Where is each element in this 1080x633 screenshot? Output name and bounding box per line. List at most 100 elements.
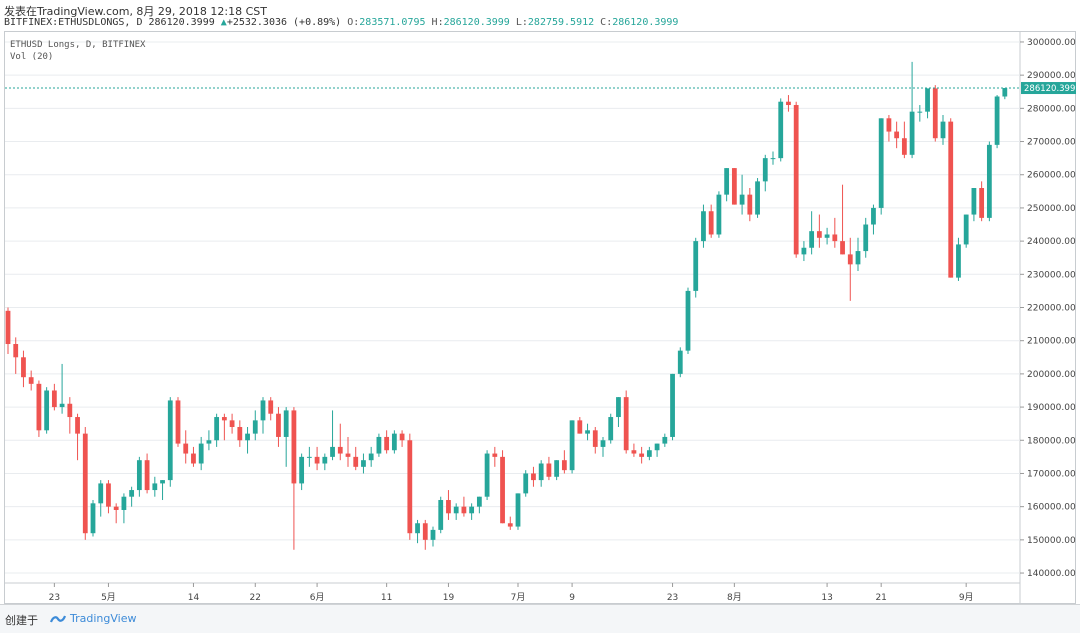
candle-body <box>986 144 992 218</box>
y-tick-label: 170000.0000 <box>1027 469 1076 479</box>
tradingview-brand: TradingView <box>70 612 137 625</box>
candle-body <box>786 101 791 106</box>
candle-body <box>956 244 961 278</box>
x-tick-label: 9月 <box>959 592 974 603</box>
candle-body <box>90 503 96 534</box>
candle-body <box>75 417 80 434</box>
x-tick-label: 5月 <box>101 592 116 603</box>
candle-body <box>585 430 590 434</box>
candle-body <box>245 433 250 441</box>
y-tick-label: 180000.0000 <box>1027 436 1076 446</box>
candle-body <box>901 138 907 155</box>
candle-body <box>1002 88 1008 97</box>
candle-body <box>98 483 104 504</box>
candle-body <box>909 111 915 155</box>
candle-body <box>415 523 420 534</box>
y-tick-label: 210000.0000 <box>1027 337 1076 347</box>
candle-body <box>646 450 652 457</box>
candle-body <box>809 231 815 248</box>
candle-body <box>44 390 50 431</box>
candle-body <box>5 310 11 345</box>
x-tick-label: 8月 <box>727 592 742 603</box>
candle-body <box>291 410 297 484</box>
candle-body <box>755 181 760 215</box>
y-tick-label: 230000.0000 <box>1027 270 1076 280</box>
published-caption: 发表在TradingView.com, 8月 29, 2018 12:18 CS… <box>4 5 267 18</box>
candle-body <box>878 118 884 208</box>
candle-body <box>376 436 382 454</box>
footer-bar: 创建于 TradingView <box>0 604 1080 633</box>
candle-body <box>384 436 390 451</box>
y-tick-label: 190000.0000 <box>1027 403 1076 413</box>
open-value: 283571.0795 <box>359 17 426 28</box>
candle-body <box>214 417 220 441</box>
candle-body <box>283 410 289 437</box>
candle-body <box>623 397 629 451</box>
candle-body <box>994 96 1000 145</box>
candle-body <box>824 234 830 238</box>
candle-body <box>840 241 845 255</box>
candle-body <box>693 241 699 291</box>
candle-body <box>932 88 938 139</box>
candle-body <box>971 188 977 215</box>
candle-body <box>515 493 521 527</box>
candle-body <box>793 105 799 255</box>
candle-body <box>252 420 258 434</box>
y-tick-label: 300000.0000 <box>1027 38 1076 48</box>
candle-body <box>600 440 606 447</box>
change-value: +2532.3036 (+0.89%) <box>226 17 342 28</box>
y-tick-label: 280000.0000 <box>1027 104 1076 114</box>
candle-body <box>430 529 436 540</box>
y-tick-label: 140000.0000 <box>1027 569 1076 579</box>
x-tick-label: 19 <box>443 593 455 603</box>
y-tick-label: 150000.0000 <box>1027 536 1076 546</box>
candle-body <box>221 417 227 421</box>
tradingview-link[interactable]: TradingView <box>50 612 136 625</box>
x-tick-label: 23 <box>49 593 60 603</box>
candle-body <box>731 168 737 205</box>
candle-body <box>507 523 513 527</box>
created-with-label: 创建于 <box>5 614 38 627</box>
candle-body <box>979 188 985 218</box>
candle-body <box>438 500 444 530</box>
candle-body <box>523 473 529 494</box>
candle-body <box>616 397 621 418</box>
candle-body <box>886 118 892 132</box>
y-tick-label: 250000.0000 <box>1027 204 1076 214</box>
y-tick-label: 260000.0000 <box>1027 171 1076 181</box>
candle-body <box>469 506 475 514</box>
candle-body <box>739 194 745 205</box>
low-label: L: <box>515 17 528 28</box>
candle-body <box>592 430 598 447</box>
candle-body <box>106 483 111 507</box>
high-label: H: <box>431 17 444 28</box>
candle-body <box>206 440 212 444</box>
x-tick-label: 9 <box>569 593 575 603</box>
y-tick-label: 290000.0000 <box>1027 71 1076 81</box>
close-value: 286120.3999 <box>612 17 679 28</box>
candle-body <box>531 473 536 481</box>
candle-body <box>337 446 343 454</box>
x-tick-label: 21 <box>875 593 886 603</box>
candle-body <box>160 480 165 484</box>
candle-body <box>871 207 876 225</box>
candle-body <box>685 290 691 351</box>
x-tick-label: 7月 <box>511 592 526 603</box>
candle-body <box>546 463 552 477</box>
candle-body <box>407 440 413 534</box>
last-price-badge <box>1021 82 1076 95</box>
candle-body <box>28 377 34 384</box>
candle-body <box>191 453 196 464</box>
last-price-label: 286120.3999 <box>1024 84 1076 94</box>
candle-body <box>306 456 312 458</box>
candle-body <box>476 496 482 507</box>
candle-body <box>229 420 235 427</box>
x-tick-label: 22 <box>250 593 261 603</box>
candlestick-chart[interactable]: 140000.0000 150000.0000 160000.0000 170000.… <box>4 31 1076 604</box>
candle-body <box>82 433 88 534</box>
candle-body <box>368 453 374 461</box>
candle-body <box>577 420 583 434</box>
candle-body <box>36 383 42 431</box>
candle-body <box>399 433 405 441</box>
candle-body <box>353 456 359 467</box>
